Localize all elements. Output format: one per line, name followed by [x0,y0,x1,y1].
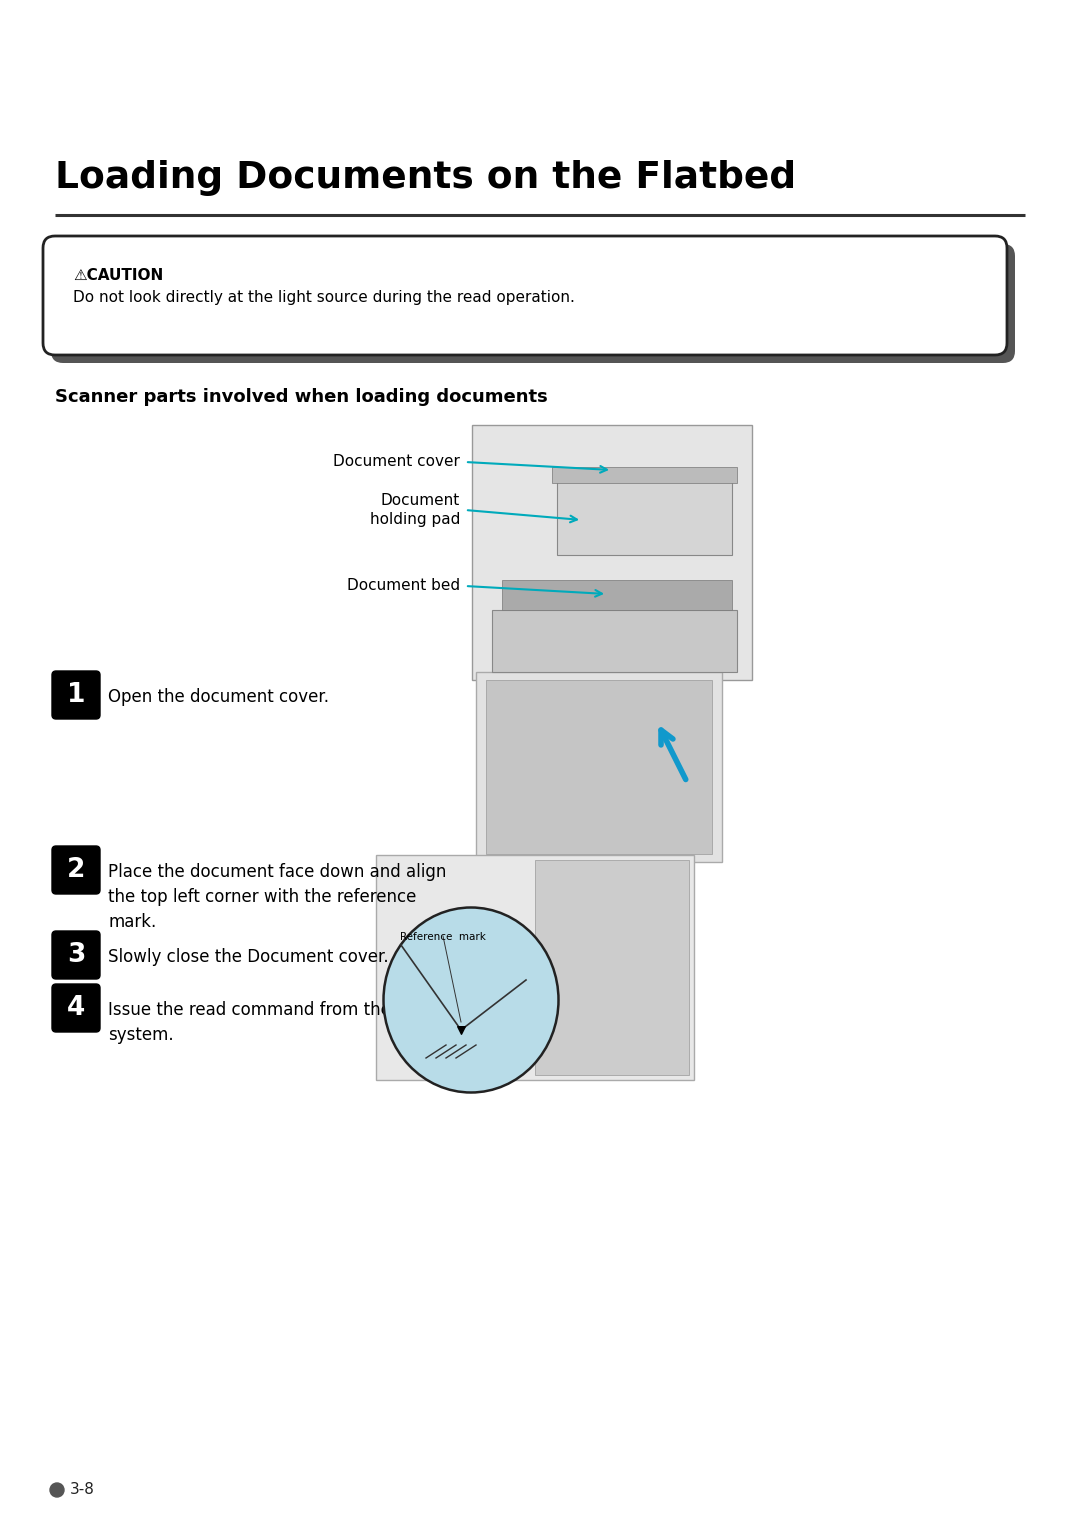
Polygon shape [557,475,732,555]
Text: Do not look directly at the light source during the read operation.: Do not look directly at the light source… [73,290,575,306]
FancyBboxPatch shape [52,847,100,894]
Text: 4: 4 [67,995,85,1021]
Polygon shape [492,610,737,672]
FancyBboxPatch shape [43,235,1007,354]
Bar [472,425,752,680]
Point [453,1018,470,1042]
Text: Open the document cover.: Open the document cover. [108,688,329,706]
Text: 3-8: 3-8 [70,1482,95,1497]
Circle shape [50,1484,64,1497]
FancyBboxPatch shape [51,244,1015,364]
Text: Reference  mark: Reference mark [400,932,486,941]
FancyBboxPatch shape [52,931,100,979]
Bar [376,856,694,1080]
Text: 3: 3 [67,941,85,969]
FancyBboxPatch shape [52,984,100,1031]
Text: 2: 2 [67,857,85,883]
Polygon shape [552,468,737,483]
Polygon shape [486,680,712,854]
Text: Slowly close the Document cover.: Slowly close the Document cover. [108,947,389,966]
Text: Scanner parts involved when loading documents: Scanner parts involved when loading docu… [55,388,548,406]
Text: Loading Documents on the Flatbed: Loading Documents on the Flatbed [55,160,796,196]
Text: 1: 1 [67,681,85,707]
Ellipse shape [383,908,558,1093]
Polygon shape [535,860,689,1076]
Polygon shape [502,581,732,610]
Text: Document
holding pad: Document holding pad [369,494,460,527]
Text: Document bed: Document bed [347,579,460,593]
Text: Document cover: Document cover [333,454,460,469]
Text: Place the document face down and align
the top left corner with the reference
ma: Place the document face down and align t… [108,863,446,931]
FancyBboxPatch shape [52,671,100,720]
Text: Issue the read command from the host
system.: Issue the read command from the host sys… [108,1001,432,1044]
Bar [476,672,723,862]
Text: ⚠CAUTION: ⚠CAUTION [73,267,163,283]
